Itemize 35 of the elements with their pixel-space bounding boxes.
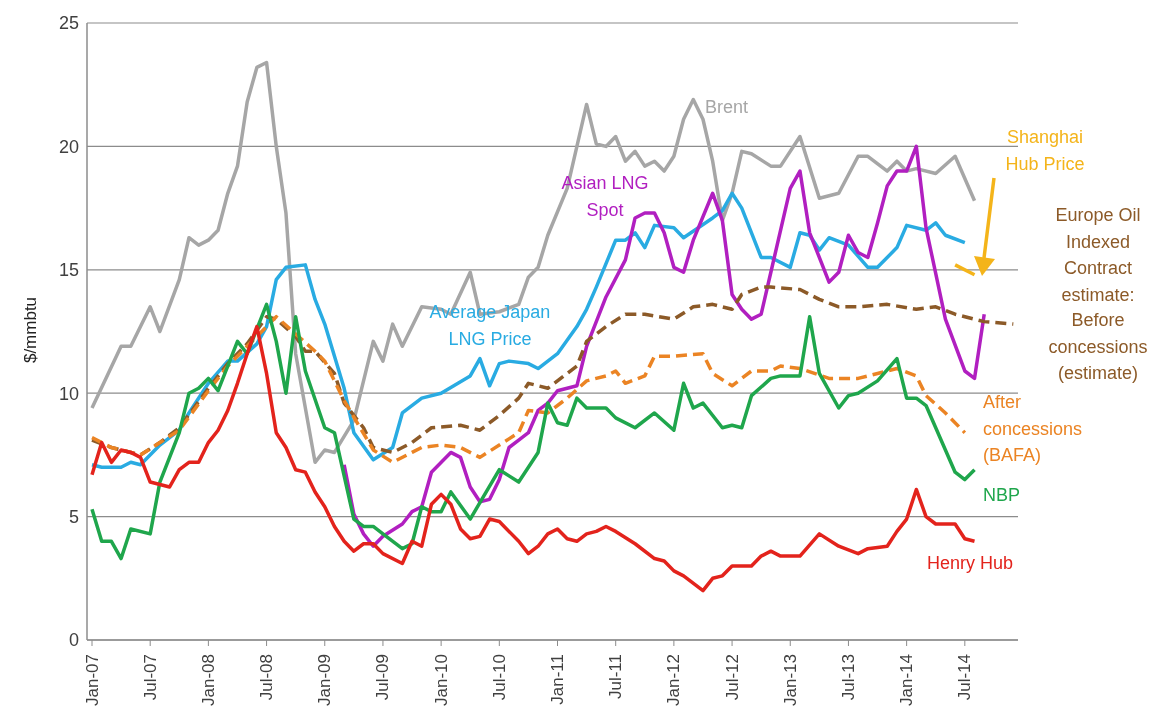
text: Before concessions (estimate)	[1048, 310, 1148, 383]
series-label: Asian LNG Spot	[561, 173, 649, 220]
y-tick-label: 15	[58, 260, 79, 281]
x-tick-label: Jul-08	[257, 654, 277, 701]
text: Shanghai Hub Price	[1005, 127, 1085, 174]
x-tick-label: Jul-14	[955, 654, 975, 701]
y-tick-label: 25	[58, 13, 79, 34]
x-tick-label: Jul-07	[140, 654, 160, 701]
x-tick-label: Jan-11	[548, 654, 568, 705]
x-tick-label: Jan-13	[780, 654, 800, 706]
series-label: Average Japan LNG Price	[429, 302, 551, 349]
x-tick-label: Jan-14	[897, 654, 917, 706]
text: Europe Oil Indexed Contract estimate:	[1055, 205, 1141, 305]
x-tick-label: Jan-12	[664, 654, 684, 706]
series-label: Henry Hub	[927, 553, 1014, 573]
series-label: After concessions (BAFA)	[983, 392, 1083, 465]
series-label: NBP	[983, 485, 1021, 505]
x-tick-label: Jul-10	[489, 654, 509, 701]
x-tick-label: Jan-10	[431, 654, 451, 706]
series-label: Brent	[705, 97, 749, 117]
x-tick-label: Jan-09	[315, 654, 335, 706]
line-series	[90, 324, 977, 593]
y-tick-label: 10	[58, 383, 79, 404]
x-tick-label: Jul-13	[838, 654, 858, 701]
y-tick-label: 0	[68, 630, 79, 651]
line-series	[90, 60, 977, 465]
line-series	[90, 191, 967, 469]
y-axis-title: $/mmbtu	[20, 296, 40, 364]
x-tick-label: Jul-09	[373, 654, 393, 701]
x-tick-label: Jan-07	[82, 654, 102, 706]
x-tick-label: Jan-08	[198, 654, 218, 706]
y-tick-label: 20	[58, 136, 79, 157]
x-tick-label: Jul-11	[606, 654, 626, 700]
x-tick-label: Jul-12	[722, 654, 742, 701]
y-tick-label: 5	[68, 506, 79, 527]
